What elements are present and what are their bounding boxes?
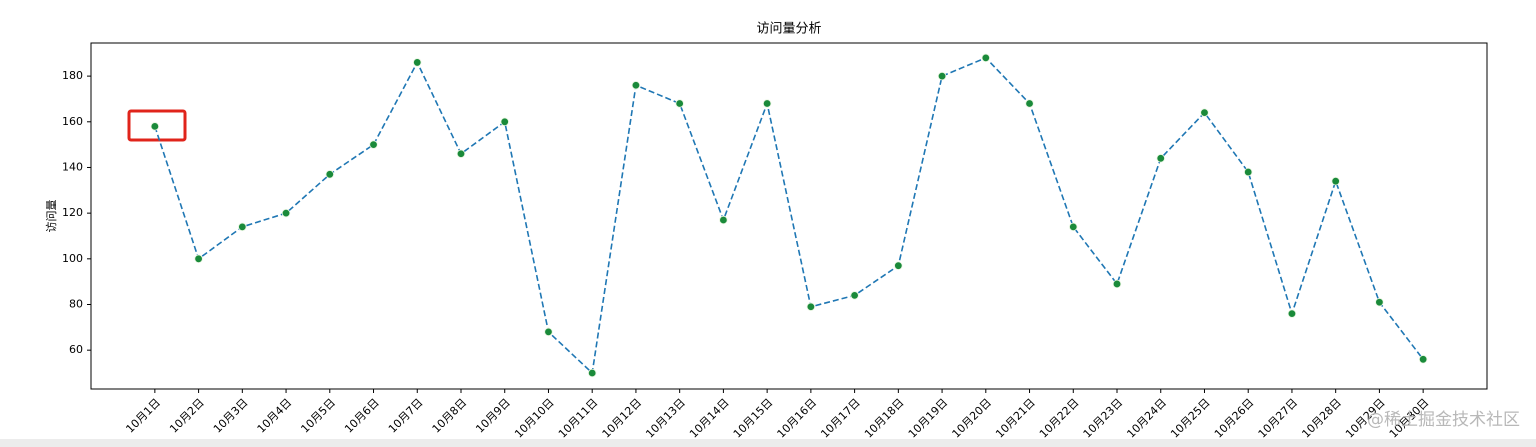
data-point [1025,99,1034,108]
data-line [154,56,1424,375]
x-tick-label: 10月8日 [430,396,470,436]
x-tick-label: 10月23日 [1081,396,1126,441]
data-point [981,53,991,63]
y-tick-label: 120 [62,206,83,219]
x-tick-label: 10月7日 [386,396,426,436]
y-tick-label: 160 [62,115,83,128]
x-tick-label: 10月18日 [862,396,907,441]
x-tick-label: 10月13日 [643,396,688,441]
data-point [1418,355,1428,364]
x-tick-label: 10月6日 [342,396,382,436]
data-point [1112,279,1122,289]
data-point [1375,298,1384,307]
data-point [194,254,203,264]
x-tick-label: 10月24日 [1124,396,1169,441]
x-tick-label: 10月19日 [906,396,951,441]
plot-frame [90,42,1488,390]
x-tick-label: 10月22日 [1037,396,1082,441]
data-point [675,99,684,108]
data-point [806,302,816,311]
y-axis-label: 访问量 [45,200,58,233]
y-tick-label: 140 [62,160,83,173]
x-tick-label: 10月16日 [775,396,820,441]
x-tick-label: 10月26日 [1212,396,1257,441]
data-point [150,122,160,131]
data-point [894,261,903,270]
x-tick-label: 10月9日 [473,396,513,436]
x-tick-label: 10月15日 [731,396,776,441]
data-point [631,81,641,90]
data-point [1156,154,1165,163]
watermark: @稀土掘金技术社区 [1367,410,1520,430]
data-point [1069,222,1078,232]
x-tick-label: 10月11日 [556,396,601,441]
data-point [238,222,247,232]
highlight-box [127,109,187,142]
y-tick-label: 180 [62,69,83,82]
data-point [325,170,334,179]
x-tick-label: 10月4日 [255,396,295,436]
x-tick-label: 10月20日 [949,396,994,441]
data-point [500,117,509,126]
x-tick-label: 10月2日 [167,396,207,436]
x-tick-label: 10月21日 [993,396,1038,441]
data-point [456,149,466,158]
chart-title: 访问量分析 [756,22,821,37]
data-point [1331,176,1340,186]
x-tick-label: 10月28日 [1299,396,1344,441]
data-point [719,215,728,225]
data-point [1287,309,1297,318]
bottom-bar [0,439,1536,447]
x-tick-label: 10月1日 [123,396,163,436]
data-point [850,291,859,300]
data-point [937,71,947,81]
x-tick-label: 10月14日 [687,396,732,441]
x-tick-label: 10月17日 [818,396,863,441]
data-point [413,58,422,67]
x-tick-label: 10月10日 [512,396,557,441]
x-tick-label: 10月12日 [600,396,645,441]
data-point [281,208,291,218]
data-point [762,99,772,108]
x-tick-label: 10月25日 [1168,396,1213,441]
x-tick-label: 10月27日 [1256,396,1301,441]
data-point [1244,167,1253,177]
data-point [369,140,378,149]
data-point [587,368,597,378]
y-tick-label: 80 [69,297,83,310]
y-tick-label: 60 [69,343,83,356]
data-point [544,327,553,337]
x-tick-label: 10月3日 [211,396,251,436]
x-tick-label: 10月5日 [298,396,338,436]
data-point [1200,108,1209,117]
y-tick-label: 100 [62,252,83,265]
